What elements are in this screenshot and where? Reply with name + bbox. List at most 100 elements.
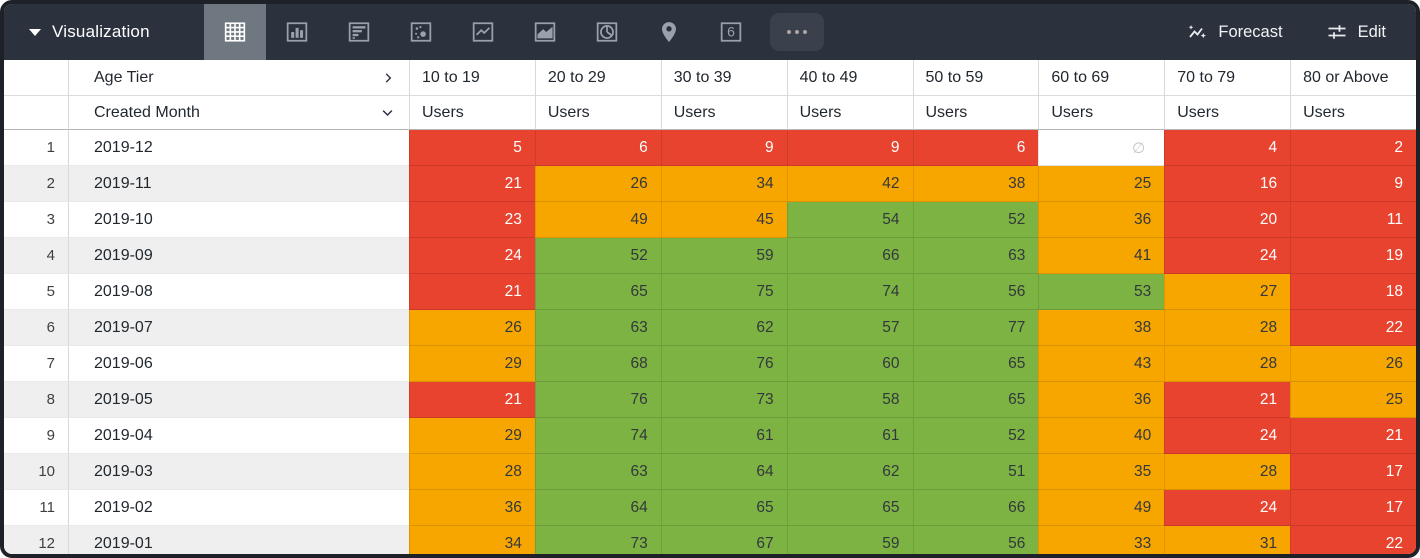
data-cell[interactable]: 16 <box>1164 166 1291 202</box>
forecast-button[interactable]: Forecast <box>1185 20 1283 44</box>
data-cell[interactable]: 75 <box>660 274 787 310</box>
data-cell[interactable]: 76 <box>660 346 787 382</box>
data-cell[interactable]: 9 <box>1290 166 1416 202</box>
data-cell[interactable]: 19 <box>1290 238 1416 274</box>
column-header-70-to-79[interactable]: 70 to 79 <box>1164 60 1291 96</box>
data-cell[interactable]: 56 <box>912 274 1039 310</box>
column-header-30-to-39[interactable]: 30 to 39 <box>660 60 787 96</box>
data-cell[interactable]: 6 <box>534 130 661 166</box>
data-cell[interactable]: 36 <box>1038 382 1165 418</box>
data-cell[interactable]: 21 <box>1290 418 1416 454</box>
data-cell[interactable]: 25 <box>1290 382 1416 418</box>
data-cell[interactable]: 65 <box>912 382 1039 418</box>
column-dimension-header[interactable]: Age Tier <box>68 60 409 96</box>
viz-type-line-chart-button[interactable] <box>452 4 514 60</box>
data-cell[interactable]: 4 <box>1164 130 1291 166</box>
data-cell[interactable]: 76 <box>534 382 661 418</box>
measure-header[interactable]: Users <box>786 96 913 130</box>
data-cell[interactable]: 41 <box>1038 238 1165 274</box>
measure-header[interactable]: Users <box>660 96 787 130</box>
data-cell[interactable]: 63 <box>912 238 1039 274</box>
data-cell[interactable]: 27 <box>1164 274 1291 310</box>
row-dimension-value[interactable]: 2019-01 <box>68 526 409 554</box>
data-cell[interactable]: 62 <box>660 310 787 346</box>
data-cell[interactable]: 2 <box>1290 130 1416 166</box>
data-cell[interactable]: 18 <box>1290 274 1416 310</box>
data-cell[interactable]: 17 <box>1290 490 1416 526</box>
data-cell[interactable]: 60 <box>786 346 913 382</box>
data-cell[interactable]: 63 <box>534 454 661 490</box>
data-cell[interactable]: 24 <box>1164 490 1291 526</box>
data-cell[interactable]: 26 <box>534 166 661 202</box>
data-cell[interactable]: 21 <box>409 382 535 418</box>
data-cell[interactable]: 23 <box>409 202 535 238</box>
column-header-50-to-59[interactable]: 50 to 59 <box>912 60 1039 96</box>
data-cell[interactable]: 59 <box>786 526 913 554</box>
more-viz-types-button[interactable] <box>769 13 824 51</box>
data-cell[interactable]: 74 <box>534 418 661 454</box>
data-cell[interactable]: 9 <box>660 130 787 166</box>
row-dimension-value[interactable]: 2019-02 <box>68 490 409 526</box>
data-cell[interactable]: 21 <box>1164 382 1291 418</box>
data-cell[interactable]: 57 <box>786 310 913 346</box>
data-cell[interactable]: 68 <box>534 346 661 382</box>
data-cell[interactable]: 36 <box>1038 202 1165 238</box>
data-cell[interactable]: 28 <box>1164 310 1291 346</box>
data-cell[interactable]: 34 <box>409 526 535 554</box>
data-cell[interactable]: 24 <box>1164 238 1291 274</box>
data-cell[interactable]: 21 <box>409 166 535 202</box>
edit-button[interactable]: Edit <box>1325 20 1386 44</box>
data-cell[interactable]: 26 <box>409 310 535 346</box>
data-cell[interactable]: 38 <box>912 166 1039 202</box>
data-cell[interactable]: 74 <box>786 274 913 310</box>
data-cell[interactable]: 9 <box>786 130 913 166</box>
data-cell[interactable]: 21 <box>409 274 535 310</box>
data-cell[interactable]: 77 <box>912 310 1039 346</box>
data-cell[interactable]: 24 <box>409 238 535 274</box>
data-cell[interactable]: 62 <box>786 454 913 490</box>
measure-header[interactable]: Users <box>912 96 1039 130</box>
data-cell[interactable]: 34 <box>660 166 787 202</box>
data-cell[interactable]: 26 <box>1290 346 1416 382</box>
data-cell[interactable]: 36 <box>409 490 535 526</box>
measure-header[interactable]: Users <box>1164 96 1291 130</box>
data-cell[interactable]: 64 <box>534 490 661 526</box>
data-cell[interactable]: 65 <box>912 346 1039 382</box>
row-dimension-value[interactable]: 2019-11 <box>68 166 409 202</box>
data-cell[interactable]: 38 <box>1038 310 1165 346</box>
data-cell[interactable]: 56 <box>912 526 1039 554</box>
measure-header[interactable]: Users <box>409 96 535 130</box>
data-cell[interactable]: 52 <box>534 238 661 274</box>
data-cell[interactable]: 49 <box>534 202 661 238</box>
data-cell[interactable]: 22 <box>1290 310 1416 346</box>
row-dimension-value[interactable]: 2019-08 <box>68 274 409 310</box>
data-cell[interactable]: 73 <box>660 382 787 418</box>
measure-header[interactable]: Users <box>1290 96 1416 130</box>
data-cell[interactable]: 54 <box>786 202 913 238</box>
data-cell[interactable]: 66 <box>786 238 913 274</box>
data-cell[interactable]: 58 <box>786 382 913 418</box>
data-cell[interactable]: 24 <box>1164 418 1291 454</box>
data-cell[interactable]: 63 <box>534 310 661 346</box>
data-cell[interactable]: 29 <box>409 346 535 382</box>
data-cell[interactable]: 52 <box>912 202 1039 238</box>
data-cell[interactable]: 40 <box>1038 418 1165 454</box>
data-cell[interactable]: 43 <box>1038 346 1165 382</box>
data-cell[interactable]: 51 <box>912 454 1039 490</box>
measure-header[interactable]: Users <box>1038 96 1165 130</box>
data-cell[interactable]: 11 <box>1290 202 1416 238</box>
viz-type-area-chart-button[interactable] <box>514 4 576 60</box>
row-dimension-value[interactable]: 2019-09 <box>68 238 409 274</box>
data-cell[interactable]: 31 <box>1164 526 1291 554</box>
data-cell[interactable]: 65 <box>660 490 787 526</box>
data-cell[interactable]: 65 <box>786 490 913 526</box>
row-dimension-value[interactable]: 2019-07 <box>68 310 409 346</box>
data-cell[interactable]: 61 <box>660 418 787 454</box>
data-cell[interactable]: 6 <box>912 130 1039 166</box>
data-cell[interactable]: 53 <box>1038 274 1165 310</box>
column-header-10-to-19[interactable]: 10 to 19 <box>409 60 535 96</box>
row-dimension-value[interactable]: 2019-04 <box>68 418 409 454</box>
data-cell[interactable]: 52 <box>912 418 1039 454</box>
data-cell[interactable]: ∅ <box>1038 130 1165 166</box>
data-cell[interactable]: 61 <box>786 418 913 454</box>
